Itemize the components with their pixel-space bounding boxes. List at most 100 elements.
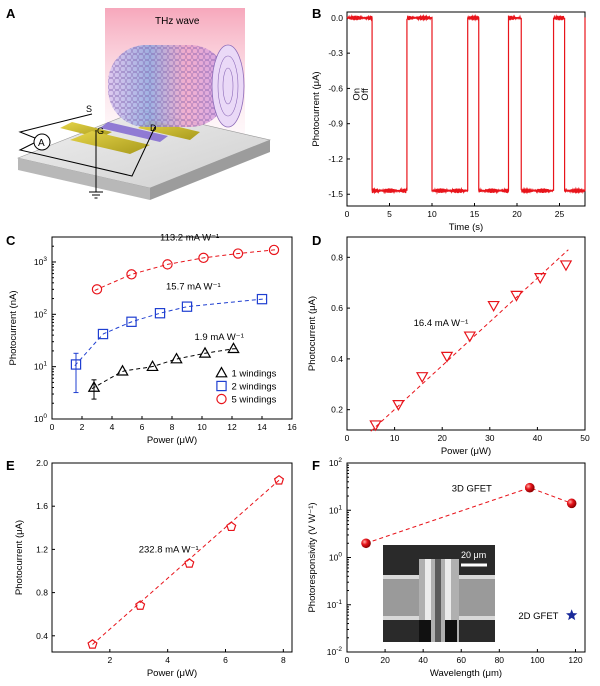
rolled-tube: [108, 44, 245, 128]
gate-electrode: [70, 131, 150, 154]
data-point-circle: [268, 244, 280, 256]
annotation-on: On: [351, 88, 362, 101]
wire-source: [18, 113, 93, 141]
data-point-square: [97, 328, 109, 340]
data-point-square: [256, 293, 268, 305]
y-tick-label-d: 0.8: [331, 252, 343, 262]
x-tick-label-b: 5: [387, 209, 392, 219]
x-axis-label-b: Time (s): [449, 222, 483, 233]
data-point-3d-gfet: [524, 482, 535, 493]
chart-f: 0 20 40 60 80 100 120 Wavelength (μm) 10-2 10-1 10…: [307, 457, 586, 679]
data-point: [487, 300, 500, 312]
sem-gap: [435, 559, 441, 642]
y-tick-label-f: 10-2: [327, 646, 343, 657]
y-tick-label-c: 101: [34, 361, 47, 372]
x-tick-label-f: 80: [495, 655, 505, 665]
plot-frame-b: [346, 11, 586, 207]
data-point-circle: [232, 248, 244, 259]
legend-label: 1 windings: [232, 369, 277, 380]
data-point-triangle: [146, 360, 159, 372]
x-tick-label-e: 8: [281, 655, 286, 665]
x-tick-label-c: 4: [110, 422, 115, 432]
y-axis-label-c: Photocurrent (nA): [8, 291, 19, 366]
fit-line: [92, 479, 280, 645]
y-tick-label-f: 10-1: [327, 599, 343, 610]
x-tick-label-f: 120: [568, 655, 582, 665]
data-point: [440, 351, 454, 363]
ammeter-label: A: [38, 138, 45, 149]
data-point-square: [126, 316, 137, 327]
data-point-circle: [162, 259, 173, 270]
x-tick-label-e: 2: [107, 655, 112, 665]
legend-marker: [215, 366, 228, 378]
x-tick-label-d: 40: [533, 433, 543, 443]
y-tick-label-b: 0.0: [331, 13, 343, 23]
y-tick-label-f: 100: [329, 552, 342, 563]
x-tick-label-f: 60: [457, 655, 467, 665]
data-point: [534, 273, 547, 285]
y-tick-label-d: 0.4: [331, 354, 343, 364]
y-tick-label-f: 101: [329, 504, 342, 515]
x-tick-label-b: 10: [427, 209, 437, 219]
chart-c: 0 2 4 6 8 10 12 14 16 Power (μW) 100 101 102 103 Photo…: [8, 232, 297, 446]
thz-wave-label: THz wave: [155, 16, 200, 27]
data-point-circle: [198, 252, 209, 264]
x-tick-label-d: 50: [580, 433, 590, 443]
x-tick-label-b: 0: [345, 209, 350, 219]
data-point: [463, 331, 477, 343]
connecting-line: [365, 487, 572, 544]
data-point: [87, 639, 98, 649]
data-point: [273, 474, 285, 485]
panel-c: C 0 2 4 6 8 10 12 14 16 Power (μW) 100 101 102 103 Pho…: [6, 232, 297, 446]
panel-letter-e: E: [6, 458, 15, 473]
x-tick-label-c: 14: [257, 422, 267, 432]
y-tick-label-d: 0.6: [331, 303, 343, 313]
x-tick-label-b: 20: [512, 209, 522, 219]
data-point-triangle: [227, 342, 240, 354]
data-point: [415, 372, 429, 384]
substrate-front: [18, 158, 150, 200]
chart-d: 0 10 20 30 40 50 Power (μW) 0.2 0.4 0.6 0.8 Photocu…: [307, 236, 590, 457]
data-point: [392, 400, 405, 412]
slope-label: 1.9 mA W⁻¹: [195, 332, 244, 343]
plot-frame-d: [346, 236, 586, 431]
legend-marker: [216, 393, 227, 405]
panel-f: F 0 20 40 60 80 100 120 Wavelength (μm) 10-2 10-1…: [307, 457, 586, 679]
x-tick-label-b: 25: [555, 209, 565, 219]
legend-label: 2 windings: [232, 382, 277, 393]
data-point: [184, 558, 195, 568]
series-label-3d-gfet: 3D GFET: [452, 484, 492, 495]
label-d: D: [150, 123, 157, 133]
slope-label: 16.4 mA W⁻¹: [414, 318, 469, 329]
data-point-3d-gfet: [361, 538, 371, 549]
y-tick-label-e: 0.8: [36, 588, 48, 598]
x-tick-label-f: 100: [530, 655, 544, 665]
panel-letter-f: F: [312, 458, 320, 473]
chart-b: 0 5 10 15 20 25 Time (s) 0.0 -0.3 -0.6 -0.9 -1.2 -1.…: [311, 11, 586, 233]
sem-pad-dark: [419, 620, 431, 642]
panel-letter-c: C: [6, 233, 16, 248]
data-point-2d-gfet: [565, 609, 578, 621]
x-axis-label-c: Power (μW): [147, 435, 197, 446]
data-point-circle: [126, 269, 137, 280]
panel-e: E 2 4 6 8 Power (μW) 0.4 0.8 1.2 1.6 2.0 Photocurr…: [6, 458, 293, 679]
x-tick-label-c: 16: [287, 422, 297, 432]
data-point-triangle: [116, 364, 129, 376]
data-point: [226, 521, 237, 532]
x-tick-label-d: 10: [390, 433, 400, 443]
slope-label: 232.8 mA W⁻¹: [139, 545, 199, 556]
data-point-triangle: [170, 352, 183, 364]
x-axis-label-d: Power (μW): [441, 446, 491, 457]
y-axis-label-d: Photocurrent (μA): [307, 296, 318, 371]
y-tick-label-e: 1.2: [36, 544, 48, 554]
plot-frame-e: [51, 462, 293, 653]
data-point-triangle: [198, 346, 212, 358]
y-axis-label-e: Photocurrent (μA): [14, 520, 25, 595]
data-point-square: [154, 308, 166, 319]
slope-label: 113.2 mA W⁻¹: [160, 232, 219, 243]
data-point: [135, 600, 146, 610]
substrate-side: [150, 140, 270, 200]
y-tick-label-b: -1.2: [328, 154, 343, 164]
data-point-3d-gfet: [566, 498, 577, 509]
